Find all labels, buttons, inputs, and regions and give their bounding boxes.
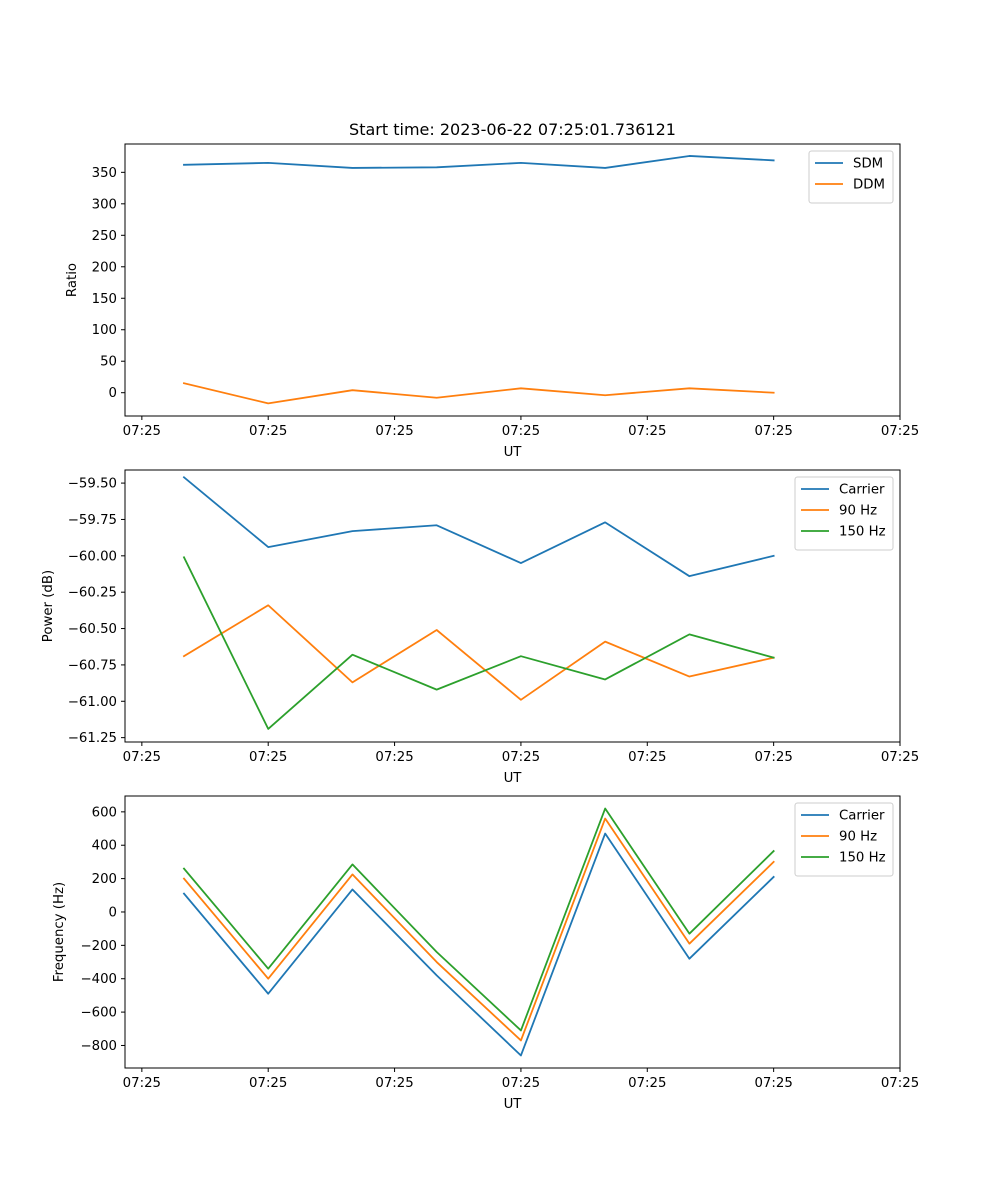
y-tick-label: 50 [100,355,117,370]
legend-label: DDM [853,178,885,193]
legend: SDM DDM [808,150,894,204]
chart-title: Start time: 2023-06-22 07:25:01.736121 [349,120,676,139]
y-tick-label: −600 [80,1006,117,1021]
series-line-carrier [182,476,775,578]
y-tick-label: 200 [92,260,117,275]
plot-frame [124,795,901,1069]
plot-frame [124,143,901,417]
series-line-sdm [183,155,775,169]
legend-label: 150 Hz [839,851,886,866]
x-tick-label: 07:25 [502,424,540,439]
x-tick-label: 07:25 [628,424,666,439]
y-tick-label: 300 [92,197,117,212]
y-tick-label: −800 [80,1039,117,1054]
y-tick-label: 250 [92,229,117,244]
y-tick-label: −60.25 [68,586,117,601]
legend: Carrier 90 Hz 150 Hz [794,476,894,551]
y-tick-label: −61.00 [68,695,117,710]
x-tick-label: 07:25 [754,1076,792,1091]
x-tick-label: 07:25 [249,750,287,765]
frequency-panel: 07:25 07:25 07:25 07:25 07:25 07:25 07:25 600 40… [52,795,919,1112]
legend-label: Carrier [839,809,885,824]
x-tick-label: 07:25 [754,750,792,765]
x-tick-label: 07:25 [249,424,287,439]
series-line-90-hz [182,604,775,701]
x-tick-label: 07:25 [123,424,161,439]
y-tick-label: −60.00 [68,549,117,564]
series-line-ddm [182,382,775,405]
legend-label: Carrier [839,483,885,498]
x-tick-label: 07:25 [375,750,413,765]
y-tick-label: −200 [80,939,117,954]
x-tick-label: 07:25 [123,1076,161,1091]
x-tick-label: 07:25 [249,1076,287,1091]
x-tick-label: 07:25 [375,1076,413,1091]
legend-label: SDM [853,157,883,172]
power-panel: 07:25 07:25 07:25 07:25 07:25 07:25 07:25 −59.5… [41,469,919,786]
y-tick-label: −60.50 [68,622,117,637]
series-line-150-hz [182,556,775,730]
legend-box [808,150,894,204]
y-tick-label: −400 [80,972,117,987]
x-tick-label: 07:25 [881,424,919,439]
y-tick-label: −61.25 [68,731,117,746]
y-tick-label: 0 [109,905,117,920]
y-tick-label: 400 [92,839,117,854]
legend-label: 90 Hz [839,830,877,845]
x-tick-label: 07:25 [628,750,666,765]
x-tick-label: 07:25 [502,750,540,765]
y-axis-label: Power (dB) [41,570,56,642]
x-axis-label: UT [504,445,523,460]
ratio-panel: 07:25 07:25 07:25 07:25 07:25 07:25 07:25 0 50 10… [65,143,919,460]
y-tick-label: 200 [92,872,117,887]
plot-frame [124,469,901,743]
y-axis-label: Ratio [65,263,80,297]
legend-label: 150 Hz [839,525,886,540]
x-tick-label: 07:25 [881,1076,919,1091]
x-tick-label: 07:25 [754,424,792,439]
x-tick-label: 07:25 [123,750,161,765]
y-tick-label: 100 [92,323,117,338]
x-axis-label: UT [504,771,523,786]
y-tick-label: −59.75 [68,513,117,528]
x-tick-label: 07:25 [628,1076,666,1091]
legend-label: 90 Hz [839,504,877,519]
y-axis-label: Frequency (Hz) [52,882,67,982]
y-tick-label: −60.75 [68,658,117,673]
y-tick-label: 600 [92,805,117,820]
x-tick-label: 07:25 [375,424,413,439]
x-axis-label: UT [504,1097,523,1112]
series-line-carrier [182,832,775,1057]
y-tick-label: 0 [109,386,117,401]
series-line-90-hz [182,817,775,1042]
x-tick-label: 07:25 [502,1076,540,1091]
y-tick-label: −59.50 [68,477,117,492]
legend: Carrier 90 Hz 150 Hz [794,802,894,877]
series-line-150-hz [182,807,775,1032]
x-tick-label: 07:25 [881,750,919,765]
y-tick-label: 350 [92,166,117,181]
y-tick-label: 150 [92,292,117,307]
